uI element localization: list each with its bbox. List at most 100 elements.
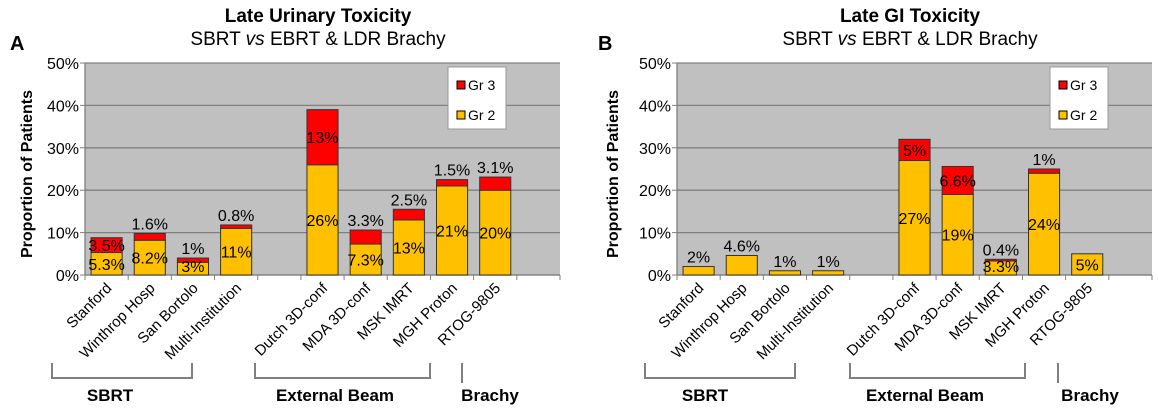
legend-swatch-gr2 xyxy=(1058,110,1068,120)
data-label-gr2: 3.3% xyxy=(983,259,1019,276)
data-label-gr3: 3.5% xyxy=(88,238,124,255)
bar-gr3 xyxy=(392,208,425,221)
data-label-gr2: 1% xyxy=(773,254,796,271)
bar-gr3 xyxy=(898,138,931,162)
bar-gr2 xyxy=(725,254,758,276)
bar-gr2 xyxy=(941,193,974,276)
y-tick-label: 40% xyxy=(639,98,671,115)
group-label: SBRT xyxy=(87,386,134,405)
group-label: External Beam xyxy=(866,386,984,405)
legend-label-gr3: Gr 3 xyxy=(468,77,495,93)
group-label: SBRT xyxy=(682,386,729,405)
bar-gr3 xyxy=(941,165,974,195)
data-label-gr2: 24% xyxy=(1028,217,1060,234)
bar-gr2 xyxy=(682,266,715,276)
data-label-gr3: 1.5% xyxy=(434,163,470,180)
x-tick-label: Dutch 3D-conf xyxy=(844,279,924,359)
group-label: External Beam xyxy=(276,386,394,405)
data-label-gr3: 0.4% xyxy=(983,242,1019,259)
data-label-gr2: 13% xyxy=(393,240,425,257)
y-axis-title: Proportion of Patients xyxy=(605,90,622,258)
bar-gr2 xyxy=(306,164,339,276)
bar-gr3 xyxy=(479,176,512,191)
bar-gr2 xyxy=(220,227,253,276)
group-bracket xyxy=(254,363,431,379)
data-label-gr2: 8.2% xyxy=(132,251,168,268)
bar-gr2 xyxy=(1028,172,1061,276)
bar-gr3 xyxy=(1028,168,1061,174)
bar-gr2 xyxy=(898,160,931,276)
subtitle-part: vs xyxy=(246,29,266,50)
y-tick-label: 0% xyxy=(648,268,671,285)
bar-gr2 xyxy=(349,243,382,276)
x-tick-label: Dutch 3D-conf xyxy=(252,279,332,359)
panel-letter: A xyxy=(10,33,24,55)
legend-label-gr2: Gr 2 xyxy=(1070,107,1097,123)
data-label-gr2: 5.3% xyxy=(88,257,124,274)
legend-swatch-gr3 xyxy=(456,80,466,90)
data-label-gr2: 2% xyxy=(687,250,710,267)
legend-label-gr2: Gr 2 xyxy=(468,107,495,123)
y-tick-label: 20% xyxy=(639,183,671,200)
data-label-gr2: 7.3% xyxy=(347,253,383,270)
y-tick-label: 10% xyxy=(639,226,671,243)
group-label: Brachy xyxy=(1061,386,1119,405)
group-label: Brachy xyxy=(461,386,519,405)
data-label-gr3: 5% xyxy=(903,143,926,160)
data-label-gr3: 3.3% xyxy=(347,213,383,230)
data-label-gr3: 3.1% xyxy=(477,160,513,177)
y-tick-label: 10% xyxy=(47,226,79,243)
bar-gr2 xyxy=(436,185,469,276)
data-label-gr3: 6.6% xyxy=(939,173,975,190)
chart-subtitle: SBRT vs EBRT & LDR Brachy xyxy=(782,29,1038,50)
group-bracket xyxy=(849,363,1026,379)
data-label-gr2: 26% xyxy=(306,213,338,230)
legend-label-gr3: Gr 3 xyxy=(1070,77,1097,93)
bar-gr3 xyxy=(220,224,253,229)
subtitle-part: vs xyxy=(838,29,858,50)
group-bracket xyxy=(644,363,796,379)
group-bracket xyxy=(51,363,193,379)
y-tick-label: 50% xyxy=(639,56,671,73)
data-label-gr2: 3% xyxy=(181,259,204,276)
bar-gr2 xyxy=(1071,253,1104,276)
chart-subtitle: SBRT vs EBRT & LDR Brachy xyxy=(190,29,446,50)
bar-gr3 xyxy=(90,237,123,254)
legend-swatch-gr2 xyxy=(456,110,466,120)
bar-gr2 xyxy=(392,219,425,276)
data-label-gr2: 4.6% xyxy=(724,238,760,255)
y-tick-label: 40% xyxy=(47,98,79,115)
data-label-gr2: 5% xyxy=(1076,257,1099,274)
y-tick-label: 0% xyxy=(56,268,79,285)
data-label-gr2: 11% xyxy=(221,245,252,262)
data-label-gr2: 19% xyxy=(942,228,974,245)
data-label-gr2: 1% xyxy=(817,254,840,271)
bar-gr3 xyxy=(349,229,382,245)
data-label-gr2: 27% xyxy=(898,211,930,228)
y-tick-label: 50% xyxy=(47,56,79,73)
bar-gr3 xyxy=(984,258,1017,262)
data-label-gr3: 0.8% xyxy=(218,208,254,225)
bar-gr2 xyxy=(133,239,166,276)
y-axis-title: Proportion of Patients xyxy=(19,90,36,258)
x-tick-label: Winthrop Hosp xyxy=(76,280,158,362)
data-label-gr3: 13% xyxy=(306,130,338,147)
subtitle-part: EBRT & LDR Brachy xyxy=(857,29,1038,50)
bar-gr3 xyxy=(306,109,339,166)
x-tick-label: Multi-Institution xyxy=(162,280,245,363)
data-label-gr2: 20% xyxy=(479,226,511,243)
legend-swatch-gr3 xyxy=(1058,80,1068,90)
data-label-gr3: 2.5% xyxy=(391,192,427,209)
chart-title: Late GI Toxicity xyxy=(840,6,981,27)
y-tick-label: 30% xyxy=(639,141,671,158)
x-tick-label: Winthrop Hosp xyxy=(668,280,750,362)
bar-gr2 xyxy=(812,270,845,276)
subtitle-part: SBRT xyxy=(190,29,245,50)
data-label-gr3: 1.6% xyxy=(132,216,168,233)
chart-title: Late Urinary Toxicity xyxy=(225,6,412,27)
subtitle-part: SBRT xyxy=(782,29,837,50)
x-tick-label: Multi-Institution xyxy=(754,280,837,363)
bar-gr2 xyxy=(768,270,802,276)
